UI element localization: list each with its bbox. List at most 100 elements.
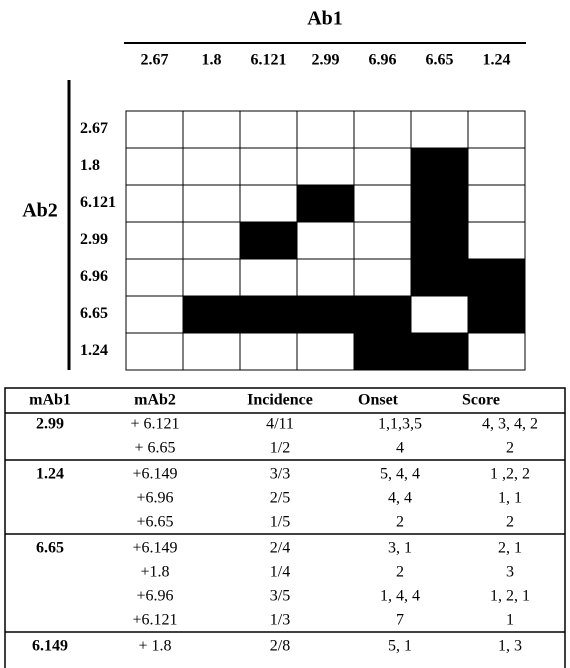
- col-label: 6.65: [426, 52, 454, 69]
- table-cell: 3/5: [270, 588, 290, 605]
- grid-cell: [125, 147, 184, 186]
- table-cell: 4, 3, 4, 2: [482, 416, 538, 433]
- table-cell: 2/4: [270, 540, 290, 557]
- header-cell: mAb2: [134, 392, 176, 409]
- grid-cell: [296, 110, 355, 149]
- grid-cell: [467, 221, 526, 260]
- col-label: 1.24: [483, 52, 511, 69]
- table-cell: 1, 4, 4: [380, 588, 420, 605]
- mab1-cell: 6.65: [36, 540, 64, 557]
- table-cell: +6.96: [136, 588, 173, 605]
- grid-cell: [296, 147, 355, 186]
- grid-cell: [125, 221, 184, 260]
- grid-cell: [239, 184, 298, 223]
- col-label: 2.67: [141, 52, 169, 69]
- grid-cell: [182, 332, 241, 371]
- grid-cell: [467, 184, 526, 223]
- grid-cell: [182, 221, 241, 260]
- row-label: 2.67: [80, 120, 108, 137]
- table-cell: 1 ,2, 2: [490, 466, 530, 483]
- grid-cell: [296, 221, 355, 260]
- table-cell: 5, 1: [388, 638, 412, 655]
- row-label: 2.99: [80, 231, 108, 248]
- grid-cell: [296, 295, 355, 334]
- col-label: 6.121: [251, 52, 287, 69]
- grid-cell: [467, 332, 526, 371]
- grid-cell: [353, 147, 412, 186]
- table-cell: 5, 4, 4: [380, 466, 420, 483]
- row-label: 6.121: [80, 194, 116, 211]
- grid-cell: [239, 147, 298, 186]
- table-frame: [4, 387, 566, 668]
- grid-cell: [353, 184, 412, 223]
- table-cell: 4, 4: [388, 490, 412, 507]
- table-cell: 1, 1: [498, 490, 522, 507]
- grid-cell: [353, 110, 412, 149]
- grid-cell: [353, 221, 412, 260]
- table-cell: +6.149: [132, 540, 177, 557]
- col-label: 1.8: [202, 52, 222, 69]
- header-cell: Onset: [358, 392, 399, 409]
- row-title: Ab2: [22, 200, 58, 222]
- table-cell: + 6.65: [134, 440, 175, 457]
- grid-cell: [239, 221, 298, 260]
- col-label: 6.96: [369, 52, 397, 69]
- table-cell: 1/2: [270, 440, 290, 457]
- table-cell: 4: [396, 440, 404, 457]
- table-cell: 2/8: [270, 638, 290, 655]
- row-label: 6.65: [80, 305, 108, 322]
- table-cell: 1,1,3,5: [378, 416, 422, 433]
- col-label: 2.99: [312, 52, 340, 69]
- grid-cell: [182, 258, 241, 297]
- grid-cell: [125, 184, 184, 223]
- table-cell: 2/5: [270, 490, 290, 507]
- table-cell: 3/3: [270, 466, 290, 483]
- table-cell: 1, 3: [498, 638, 522, 655]
- table-cell: + 6.121: [130, 416, 179, 433]
- grid-cell: [467, 258, 526, 297]
- table-cell: 2: [396, 564, 404, 581]
- grid-cell: [410, 221, 469, 260]
- table-cell: +6.121: [132, 612, 177, 629]
- mab1-cell: 6.149: [32, 638, 68, 655]
- table-cell: 3: [506, 564, 514, 581]
- table-cell: +6.149: [132, 466, 177, 483]
- grid-cell: [353, 258, 412, 297]
- header-cell: mAb1: [29, 392, 71, 409]
- table-cell: 1: [506, 612, 514, 629]
- table-cell: 2: [506, 514, 514, 531]
- grid-cell: [467, 110, 526, 149]
- grid-cell: [296, 184, 355, 223]
- table-cell: +6.96: [136, 490, 173, 507]
- table-cell: 2: [396, 514, 404, 531]
- grid-cell: [125, 332, 184, 371]
- grid-cell: [296, 258, 355, 297]
- grid-cell: [125, 258, 184, 297]
- table-cell: 7: [396, 612, 404, 629]
- table-cell: 2, 1: [498, 540, 522, 557]
- table-cell: 1, 2, 1: [490, 588, 530, 605]
- row-label: 6.96: [80, 268, 108, 285]
- header-cell: Incidence: [247, 392, 313, 409]
- grid-cell: [182, 295, 241, 334]
- table-cell: 1/5: [270, 514, 290, 531]
- table-cell: + 1.8: [138, 638, 171, 655]
- table-cell: 1/3: [270, 612, 290, 629]
- row-label: 1.24: [80, 342, 108, 359]
- table-cell: 3, 1: [388, 540, 412, 557]
- grid-cell: [410, 184, 469, 223]
- grid-cell: [182, 110, 241, 149]
- grid-cell: [182, 147, 241, 186]
- grid-cell: [410, 110, 469, 149]
- grid-cell: [410, 258, 469, 297]
- mab1-cell: 2.99: [36, 416, 64, 433]
- grid-cell: [410, 295, 469, 334]
- grid-cell: [182, 184, 241, 223]
- grid-cell: [353, 295, 412, 334]
- grid-cell: [125, 295, 184, 334]
- grid-cell: [410, 147, 469, 186]
- grid-cell: [353, 332, 412, 371]
- header-cell: Score: [462, 392, 500, 409]
- table-cell: 2: [506, 440, 514, 457]
